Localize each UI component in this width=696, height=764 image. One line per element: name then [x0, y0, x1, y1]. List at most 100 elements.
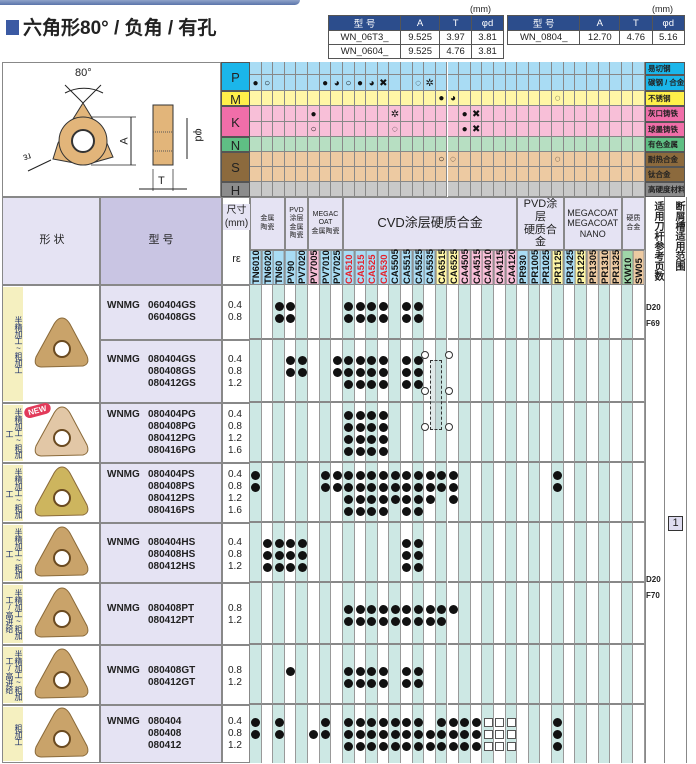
- grade-column-header[interactable]: CA525: [366, 250, 378, 285]
- model-number[interactable]: 080416PS: [148, 505, 195, 516]
- model-number[interactable]: 080404PG: [148, 409, 196, 420]
- model-prefix: WNMG: [107, 409, 140, 420]
- chart-cell: [377, 152, 390, 167]
- breaker-ref-button[interactable]: 1: [668, 516, 683, 531]
- chart-cell: [273, 75, 285, 91]
- chart-cell: [470, 122, 483, 137]
- grade-column-header[interactable]: PV7020: [296, 250, 309, 285]
- grade-column-header[interactable]: CA4120: [505, 249, 518, 285]
- grade-column-header[interactable]: PV90: [284, 250, 297, 285]
- recommended-dot: [425, 616, 435, 626]
- recommended-dot: [367, 506, 377, 516]
- grid-column-cell: [401, 583, 413, 645]
- grade-column-header[interactable]: CA4115: [493, 249, 506, 285]
- size-header: 尺寸 (mm) rε: [222, 197, 250, 285]
- grade-column-header[interactable]: PR1225: [575, 249, 588, 285]
- grade-column-header[interactable]: PR1425: [563, 249, 576, 285]
- holder-ref-2[interactable]: D20 F70: [646, 575, 661, 600]
- grade-column-header[interactable]: CA4515: [470, 249, 483, 285]
- grade-column-header[interactable]: PV7010: [319, 250, 332, 285]
- holder-header-text: 适用刀杆参考页数: [652, 201, 663, 281]
- grade-column-header[interactable]: PR1305: [586, 249, 599, 285]
- model-number[interactable]: 080404GS: [148, 354, 196, 365]
- model-number[interactable]: 080408PS: [148, 481, 195, 492]
- chart-cell: [447, 75, 460, 91]
- recommended-dot: [390, 717, 400, 727]
- grade-column-header[interactable]: PR930: [517, 250, 529, 285]
- recommended-dot: [344, 494, 354, 504]
- model-number[interactable]: 080408GT: [148, 665, 196, 676]
- grid-column-cell: [296, 645, 309, 705]
- chart-cell: [284, 122, 297, 137]
- recommended-dot: [460, 729, 470, 739]
- recommended-dot: [402, 616, 412, 626]
- grade-column-header[interactable]: TN60: [273, 250, 285, 285]
- model-number[interactable]: 080412PG: [148, 433, 196, 444]
- model-number[interactable]: 080412PS: [148, 493, 195, 504]
- model-number[interactable]: 080408PG: [148, 421, 196, 432]
- grade-column-header[interactable]: TN6020: [261, 250, 274, 285]
- grade-column-header[interactable]: CA4505: [459, 249, 472, 285]
- chart-cell: [470, 152, 483, 167]
- grade-column-header[interactable]: PV7025: [331, 250, 344, 285]
- chart-cell: [563, 152, 576, 167]
- grid-column-cell: [493, 403, 506, 463]
- grade-column-header[interactable]: CA5525: [412, 249, 425, 285]
- grade-column-header[interactable]: CA530: [377, 250, 390, 285]
- grade-column-header[interactable]: CA5505: [389, 249, 402, 285]
- recommended-dot: [274, 562, 284, 572]
- grade-column-header[interactable]: CA5515: [401, 249, 414, 285]
- grid-column-cell: [470, 403, 483, 463]
- model-number[interactable]: 080412: [148, 740, 182, 751]
- model-number[interactable]: 060408GS: [148, 312, 196, 323]
- model-number[interactable]: 080404PS: [148, 469, 195, 480]
- chart-cell: [250, 182, 262, 197]
- grade-column-header[interactable]: TN6010: [250, 250, 262, 285]
- grade-column-header[interactable]: CA4010: [482, 249, 495, 285]
- holder-ref-1[interactable]: D20 F69: [646, 303, 661, 328]
- grade-column-header[interactable]: PR1125: [552, 250, 565, 285]
- grade-column-header[interactable]: PV7005: [308, 250, 321, 285]
- model-number[interactable]: 080404: [148, 716, 182, 727]
- chart-cell: [424, 137, 436, 152]
- model-number[interactable]: 080408HS: [148, 549, 196, 560]
- chart-cell: [284, 62, 297, 75]
- grade-column-header[interactable]: PR1025: [540, 249, 553, 285]
- grade-column-header[interactable]: CA515: [354, 250, 367, 285]
- model-number[interactable]: 080416PG: [148, 445, 196, 456]
- model-number[interactable]: 080408GS: [148, 366, 196, 377]
- model-number[interactable]: 080412PT: [148, 615, 195, 626]
- model-number[interactable]: 080408: [148, 728, 182, 739]
- chart-cell: [296, 91, 309, 106]
- chart-cell: [586, 122, 599, 137]
- chart-cell: [389, 62, 402, 75]
- model-number[interactable]: 060404GS: [148, 300, 196, 311]
- grid-column-cell: [447, 403, 460, 463]
- grade-column-header[interactable]: CA5535: [424, 249, 437, 285]
- grade-column-header[interactable]: PR1310: [598, 249, 611, 285]
- grid-column-cell: [273, 340, 285, 403]
- r-cell: [222, 463, 250, 523]
- recommended-dot: [344, 729, 354, 739]
- model-number[interactable]: 080408PT: [148, 603, 195, 614]
- grid-column-cell: [586, 583, 599, 645]
- model-number[interactable]: 080412GT: [148, 677, 196, 688]
- grade-column-header[interactable]: KW10: [621, 250, 634, 285]
- grade-column-header[interactable]: PR1005: [528, 249, 541, 285]
- grade-column-header[interactable]: CA6525: [447, 249, 460, 285]
- recommended-dot: [367, 410, 377, 420]
- insert-diagram: 80° A φd T rε: [2, 62, 221, 197]
- model-number[interactable]: 080404HS: [148, 537, 196, 548]
- grade-column-header[interactable]: CA6515: [435, 249, 448, 285]
- grade-column-header[interactable]: PR1325: [610, 249, 623, 285]
- grade-column-header[interactable]: CA510: [342, 250, 355, 285]
- chart-cell: [308, 167, 320, 182]
- grid-column-cell: [284, 463, 297, 523]
- td: 4.76: [619, 30, 653, 45]
- grid-column-cell: [517, 705, 529, 763]
- grade-column-header[interactable]: SW05: [633, 250, 645, 285]
- model-number[interactable]: 080412GS: [148, 378, 196, 389]
- model-number[interactable]: 080412HS: [148, 561, 196, 572]
- r-cell: [222, 645, 250, 705]
- recommended-dot: [390, 494, 400, 504]
